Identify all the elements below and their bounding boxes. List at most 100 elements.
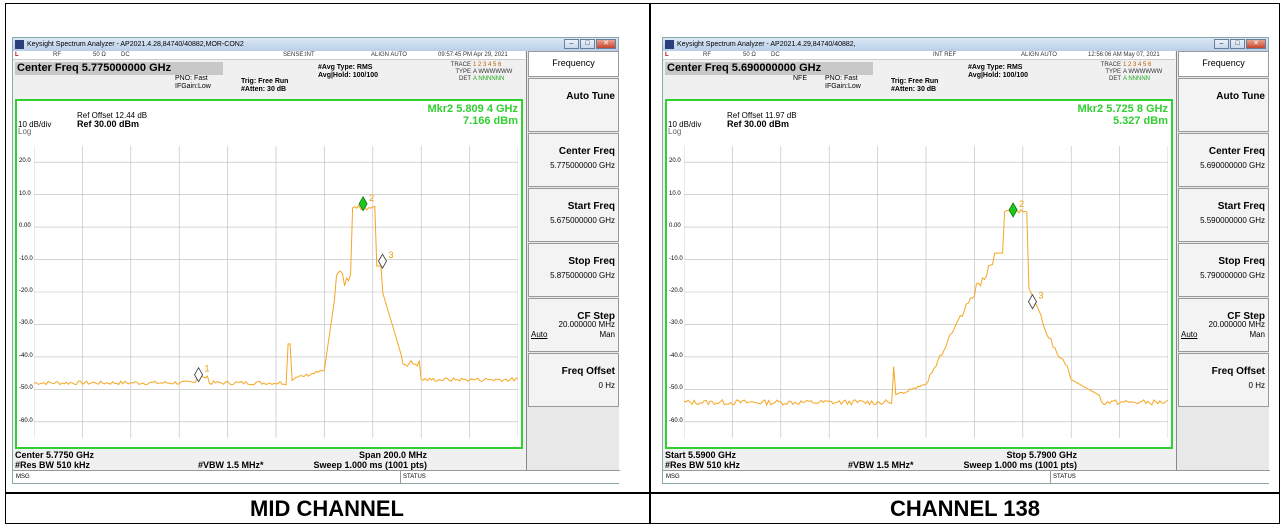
stop-freq-button[interactable]: Stop Freq 5.875000000 GHz	[528, 243, 619, 297]
y-tick-label: -50.0	[669, 385, 683, 392]
cf-step-man[interactable]: Man	[1249, 330, 1265, 339]
minimize-icon[interactable]: –	[1214, 39, 1229, 49]
caption-divider	[5, 492, 1280, 494]
stop-freq-label: Stop Freq	[1218, 256, 1265, 267]
stop-freq-label: Stop Freq	[568, 256, 615, 267]
ref-offset: Ref Offset 12.44 dB	[77, 111, 148, 120]
msg-label: MSG	[666, 474, 680, 480]
marker-diamond	[1008, 202, 1018, 218]
center-freq-value: 5.690000000 GHz	[1200, 161, 1265, 170]
auto-tune-button[interactable]: Auto Tune	[528, 78, 619, 132]
ifgain-setting: IFGain:Low	[825, 83, 861, 90]
marker-3: 3	[1028, 291, 1043, 310]
pno-setting: PNO: Fast	[825, 75, 858, 82]
trace-values: 1 2 3 4 5 6 A WWWWWW A NNNNN	[1123, 62, 1162, 83]
y-tick-label: -60.0	[669, 417, 683, 424]
analyzer-window: Keysight Spectrum Analyzer - AP2021.4.29…	[662, 37, 1270, 484]
atten-setting: #Atten: 30 dB	[891, 86, 937, 93]
marker-diamond	[358, 195, 368, 212]
center-freq-label: Center Freq	[1208, 146, 1265, 157]
marker-diamond	[1028, 293, 1037, 310]
start-freq-button[interactable]: Start Freq 5.675000000 GHz	[528, 188, 619, 242]
stop-freq-value: 5.790000000 GHz	[1200, 271, 1265, 280]
window-title: Keysight Spectrum Analyzer - AP2021.4.28…	[27, 41, 244, 48]
cf-step-button[interactable]: CF Step 20.000000 MHz Auto Man	[1178, 298, 1269, 352]
ref-level: Ref 30.00 dBm	[77, 119, 140, 129]
sweep-label: Sweep 1.000 ms (1001 pts)	[963, 460, 1077, 470]
center-freq-button[interactable]: Center Freq 5.690000000 GHz	[1178, 133, 1269, 187]
spectrum-plot[interactable]: Mkr2 5.809 4 GHz 7.166 dBm Ref Offset 12…	[15, 99, 523, 449]
marker-freq-readout: Mkr2 5.809 4 GHz	[427, 103, 519, 115]
y-tick-label: -30.0	[19, 320, 33, 327]
center-freq-button[interactable]: Center Freq 5.775000000 GHz	[528, 133, 619, 187]
marker-label: 2	[1019, 199, 1024, 209]
y-tick-label: -20.0	[19, 288, 33, 294]
start-freq-value: 5.590000000 GHz	[1200, 216, 1265, 225]
y-tick-label: 0.00	[19, 223, 31, 230]
cf-step-value: 20.000000 MHz	[558, 320, 615, 329]
trace-labels: TRACE TYPE DET	[445, 62, 471, 83]
freq-offset-label: Freq Offset	[1211, 366, 1265, 377]
freq-offset-label: Freq Offset	[561, 366, 615, 377]
marker-label: 3	[1038, 291, 1043, 301]
y-tick-label: -30.0	[669, 320, 683, 327]
status-line: L RF 50 Ω DC INT REF ALIGN AUTO 12:56:06…	[663, 51, 1175, 60]
y-tick-label: -40.0	[669, 352, 683, 359]
center-freq-readout[interactable]: Center Freq 5.775000000 GHz	[15, 62, 223, 75]
cf-step-auto[interactable]: Auto	[1181, 330, 1198, 339]
start-freq-button[interactable]: Start Freq 5.590000000 GHz	[1178, 188, 1269, 242]
trace-label: TRACE	[1100, 62, 1121, 68]
y-tick-label: -40.0	[19, 352, 33, 359]
title-bar: Keysight Spectrum Analyzer - AP2021.4.28…	[13, 38, 618, 51]
start-freq-label: Start Freq	[1217, 201, 1265, 212]
type-label: TYPE	[1105, 69, 1121, 75]
freq-offset-button[interactable]: Freq Offset 0 Hz	[1178, 353, 1269, 407]
start-freq-value: 5.675000000 GHz	[550, 216, 615, 225]
avg-type: #Avg Type: RMS	[318, 64, 373, 71]
close-icon[interactable]: ✕	[596, 39, 616, 49]
app-icon	[15, 40, 24, 49]
status-line: L RF 50 Ω DC SENSE:INT ALIGN AUTO 09:57:…	[13, 51, 525, 60]
spectrum-plot[interactable]: Mkr2 5.725 8 GHz 5.327 dBm Ref Offset 11…	[665, 99, 1173, 449]
caption-left: MID CHANNEL	[250, 496, 404, 521]
marker-level-readout: 7.166 dBm	[462, 115, 518, 127]
freq-end-label: Stop 5.7900 GHz	[1006, 450, 1077, 460]
cf-step-button[interactable]: CF Step 20.000000 MHz Auto Man	[528, 298, 619, 352]
cf-step-man[interactable]: Man	[599, 330, 615, 339]
type-values: A WWWWWW	[1123, 69, 1163, 75]
marker-diamond	[194, 366, 204, 383]
vbw-label: #VBW 1.5 MHz*	[848, 460, 914, 470]
close-icon[interactable]: ✕	[1246, 39, 1266, 49]
trace-numbers: 1 2 3 4 5 6	[1123, 62, 1152, 68]
analyzer-window: Keysight Spectrum Analyzer - AP2021.4.28…	[12, 37, 620, 484]
spectrum-trace	[684, 208, 1168, 407]
window-controls: – □ ✕	[564, 39, 616, 50]
auto-tune-label: Auto Tune	[1216, 91, 1265, 102]
message-bar: MSG STATUS	[13, 470, 620, 484]
align-status: ALIGN AUTO	[1021, 52, 1057, 58]
rf-mode: L	[665, 52, 669, 58]
maximize-icon[interactable]: □	[1230, 39, 1245, 49]
coupling: DC	[771, 52, 780, 58]
center-freq-readout[interactable]: Center Freq 5.690000000 GHz	[665, 62, 873, 75]
freq-offset-value: 0 Hz	[598, 381, 615, 390]
status-label: STATUS	[400, 471, 520, 484]
timestamp: 12:56:06 AM May 07, 2021	[1088, 52, 1160, 58]
freq-offset-button[interactable]: Freq Offset 0 Hz	[528, 353, 619, 407]
auto-tune-button[interactable]: Auto Tune	[1178, 78, 1269, 132]
trigger-setting: Trig: Free Run	[241, 78, 289, 85]
sense-ref: SENSE:INT	[283, 52, 315, 58]
avg-hold: Avg|Hold: 100/100	[318, 72, 379, 79]
det-values: A NNNNNN	[473, 76, 505, 82]
minimize-icon[interactable]: –	[564, 39, 579, 49]
trigger-setting: Trig: Free Run	[891, 78, 939, 85]
stop-freq-button[interactable]: Stop Freq 5.790000000 GHz	[1178, 243, 1269, 297]
window-title: Keysight Spectrum Analyzer - AP2021.4.29…	[677, 41, 856, 48]
plot-grid: 23	[684, 146, 1168, 438]
cell-divider	[649, 3, 651, 524]
cf-step-auto[interactable]: Auto	[531, 330, 548, 339]
plot-grid: 1 2 3	[34, 146, 518, 438]
softkey-title-label: Frequency	[552, 58, 595, 68]
maximize-icon[interactable]: □	[580, 39, 595, 49]
log-label: Log	[668, 127, 682, 136]
